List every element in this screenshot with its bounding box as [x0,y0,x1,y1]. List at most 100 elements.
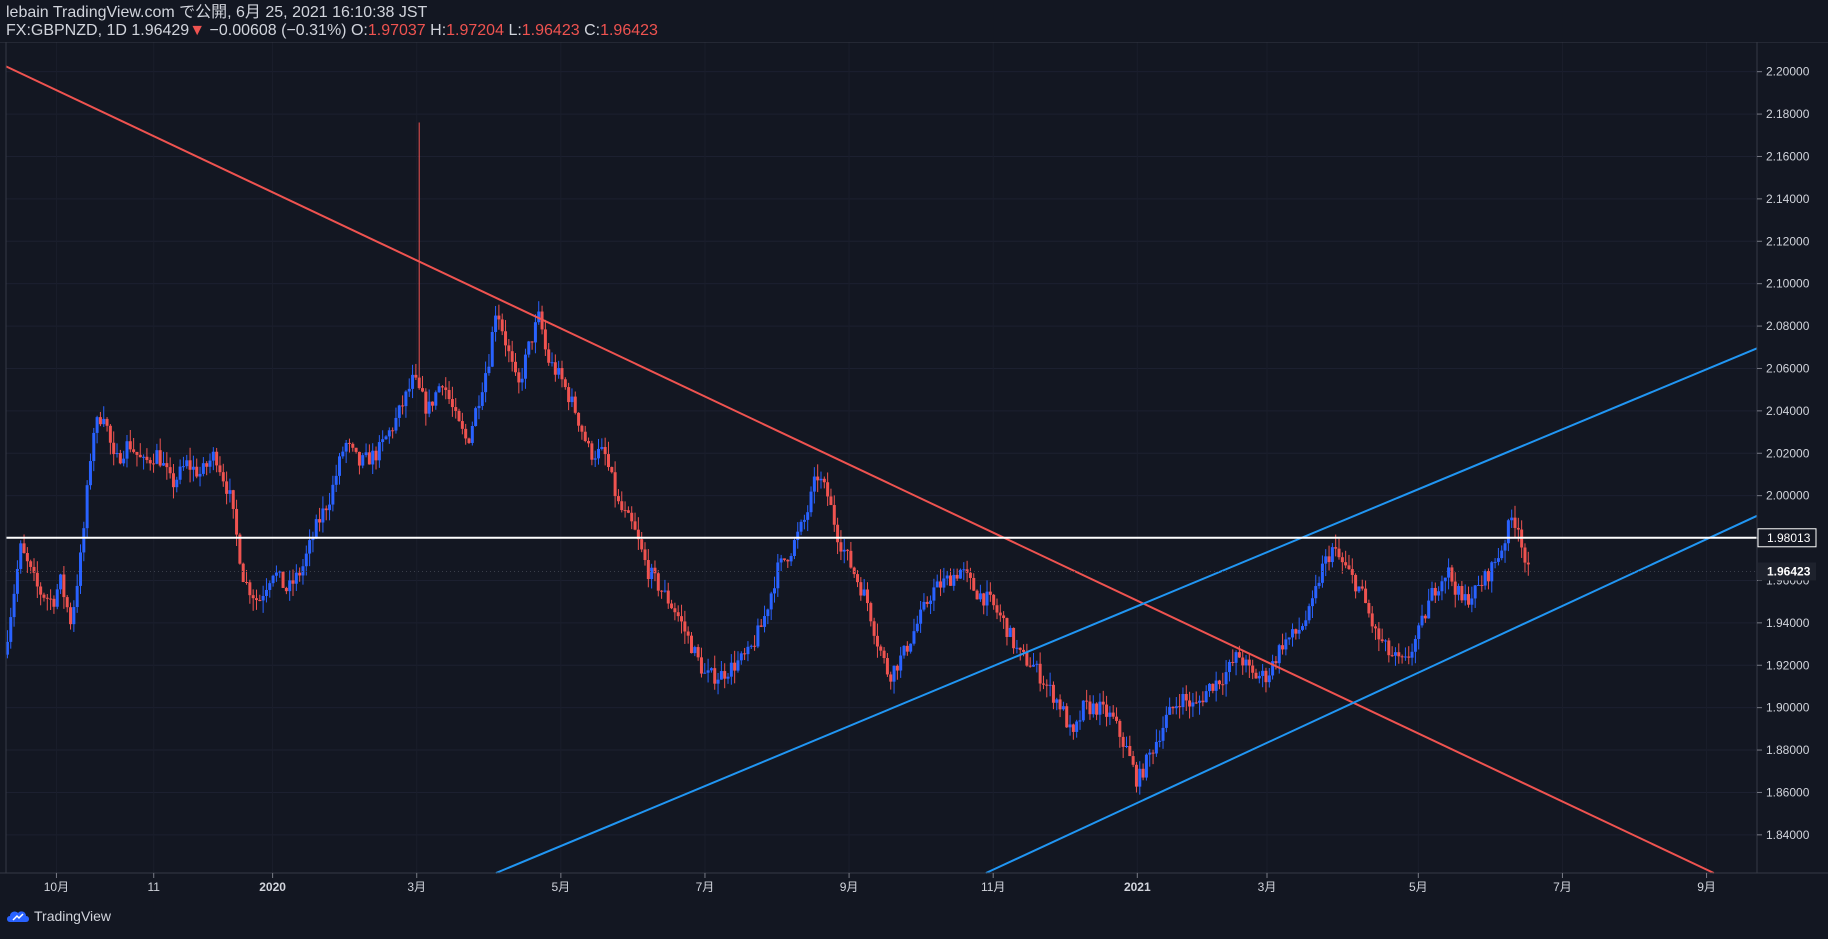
candle-body [1310,598,1314,607]
candle-body [709,668,713,671]
candle-body [892,665,896,682]
candle-body [1427,600,1431,619]
ohlc-legend: FX:GBPNZD, 1D 1.96429▼ −0.00608 (−0.31%)… [6,21,658,40]
y-tick-label: 2.14000 [1766,192,1810,206]
candle-body [1317,582,1321,587]
candle-body [885,658,889,675]
candle-body [474,408,478,426]
candle-body [1121,736,1125,747]
candle-body [228,490,232,494]
candle-body [191,466,195,470]
candle-body [1324,556,1328,564]
time-axis[interactable]: 10月 11 2020 3月 5月 7月 9月 11月 2021 3月 5月 7月 9月 [44,873,1716,894]
candle-body [1516,527,1520,530]
candle-body [1304,620,1308,627]
candle-body [1403,656,1407,658]
candle-body [75,585,79,608]
x-tick-label: 5月 [1409,880,1428,894]
tradingview-logo[interactable]: TradingView [6,908,111,924]
candle-body [577,412,581,426]
x-tick-label: 11月 [981,880,1005,894]
candle-body [1496,558,1500,562]
candle-body [663,590,667,592]
trendline-channel-lower[interactable] [985,514,1758,874]
candle-body [1457,586,1461,595]
candle-body [215,451,219,466]
candle-body [723,671,727,679]
candle-body [1065,706,1069,728]
candle-body [676,612,680,617]
candle-body [1450,567,1454,582]
candle-body [338,456,342,476]
symbol-label[interactable]: FX:GBPNZD, 1D [6,22,127,39]
candle-body [15,568,19,594]
candle-body [181,466,185,468]
candle-body [331,484,335,505]
candle-body [1015,647,1019,649]
candle-body [846,549,850,551]
candle-body [1198,700,1202,703]
candle-body [590,443,594,460]
candle-body [1168,706,1172,715]
candle-body [377,442,381,461]
candle-body [1490,562,1494,582]
candle-body [809,491,813,513]
candle-body [367,452,371,465]
candle-body [1513,517,1517,528]
y-tick-label: 1.84000 [1766,828,1810,842]
candle-body [1061,706,1065,710]
x-tick-label: 11 [147,880,160,894]
x-tick-label: 7月 [1553,880,1572,894]
candle-body [115,453,119,455]
candle-body [371,450,375,465]
price-axis[interactable]: 1.84000 1.86000 1.88000 1.90000 1.92000 1.940… [1757,65,1810,842]
candle-body [188,460,192,470]
candle-body [268,583,272,590]
candle-body [939,581,943,588]
candle-body [978,593,982,600]
candle-body [799,521,803,532]
trendline-descending-resistance[interactable] [5,65,1715,874]
candle-body [1390,655,1394,657]
candle-body [55,589,59,607]
candle-body [1105,704,1109,717]
candle-body [1098,701,1102,715]
candle-body [102,418,106,425]
y-tick-label: 2.02000 [1766,446,1810,460]
candle-body [517,372,521,383]
candle-body [62,574,66,598]
candle-body [208,460,212,467]
candle-body [467,438,471,443]
candle-body [1437,591,1441,596]
candle-body [895,665,899,671]
candle-body [1251,665,1255,673]
candle-body [1354,574,1358,592]
candle-body [264,589,268,596]
candle-body [915,623,919,632]
candle-body [889,674,893,682]
candle-body [221,472,225,482]
candle-body [1493,561,1497,563]
candle-body [806,512,810,520]
candle-body [736,660,740,671]
candle-body [1314,586,1318,599]
low-value: 1.96423 [521,22,580,39]
candle-body [1430,587,1434,601]
candle-body [543,329,547,350]
candle-body [716,679,720,684]
trendline-channel-upper[interactable] [495,347,1758,874]
candle-body [308,540,312,554]
candle-body [1291,629,1295,638]
candle-body [816,476,820,481]
change-value: −0.00608 (−0.31%) [209,22,347,39]
candle-body [779,558,783,563]
x-tick-label: 9月 [840,880,859,894]
candle-body [504,331,508,346]
candle-body [1078,720,1082,722]
candle-body [1523,547,1527,563]
candle-body [1374,626,1378,629]
candle-body [42,594,46,598]
y-tick-label: 1.90000 [1766,701,1810,715]
candle-body [1032,664,1036,667]
